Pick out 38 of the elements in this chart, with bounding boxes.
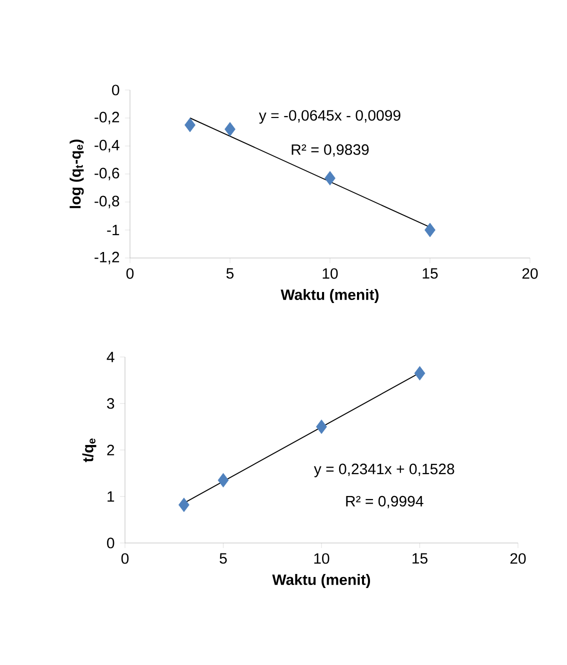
x-tick-label: 15 bbox=[412, 553, 428, 564]
y-tick-label: -0,4 bbox=[94, 140, 120, 152]
point bbox=[224, 122, 236, 136]
y-tick-label: -1 bbox=[107, 224, 120, 236]
x-tick-label: 10 bbox=[314, 553, 330, 564]
x-tick-label: 5 bbox=[220, 553, 227, 564]
y-axis-title: log (q$_{t}$-q$_{e}$) bbox=[70, 140, 84, 208]
x-axis-title: Waktu (menit) bbox=[272, 574, 370, 588]
y-tick-label: -0,6 bbox=[94, 168, 120, 180]
x-tick-label: 20 bbox=[510, 553, 526, 564]
point bbox=[218, 473, 229, 488]
x-tick-label: 0 bbox=[126, 268, 134, 279]
annotation: R² = 0,9839 bbox=[292, 144, 369, 157]
y-tick-label: 0 bbox=[112, 84, 120, 96]
point bbox=[324, 171, 336, 186]
annotation: y = 0,2341x + 0,1528 bbox=[314, 464, 454, 478]
y-tick-label: 4 bbox=[106, 352, 114, 362]
y-tick-label: -1,2 bbox=[94, 252, 120, 264]
annotation: y = -0,0645x - 0,0099 bbox=[258, 110, 400, 124]
y-tick-label: 2 bbox=[107, 444, 114, 456]
x-tick-label: 0 bbox=[121, 553, 129, 564]
x-tick-label: 20 bbox=[522, 268, 538, 279]
point bbox=[414, 366, 426, 380]
y-tick-label: 3 bbox=[107, 398, 114, 409]
y-tick-label: -0,8 bbox=[94, 196, 120, 208]
y-tick-label: 1 bbox=[108, 491, 114, 502]
y-tick-label: 0 bbox=[107, 538, 114, 548]
y-axis-title: t/q$_{e}$ bbox=[82, 438, 96, 462]
x-tick-label: 10 bbox=[322, 268, 338, 279]
x-axis-title: Waktu (menit) bbox=[280, 289, 379, 303]
annotation: R² = 0,9994 bbox=[346, 496, 424, 508]
point bbox=[316, 420, 327, 434]
y-tick-label: -0,2 bbox=[94, 112, 120, 124]
point bbox=[184, 118, 196, 132]
point bbox=[178, 498, 190, 512]
point bbox=[424, 222, 436, 238]
x-tick-label: 5 bbox=[226, 268, 234, 279]
x-tick-label: 15 bbox=[422, 268, 438, 279]
